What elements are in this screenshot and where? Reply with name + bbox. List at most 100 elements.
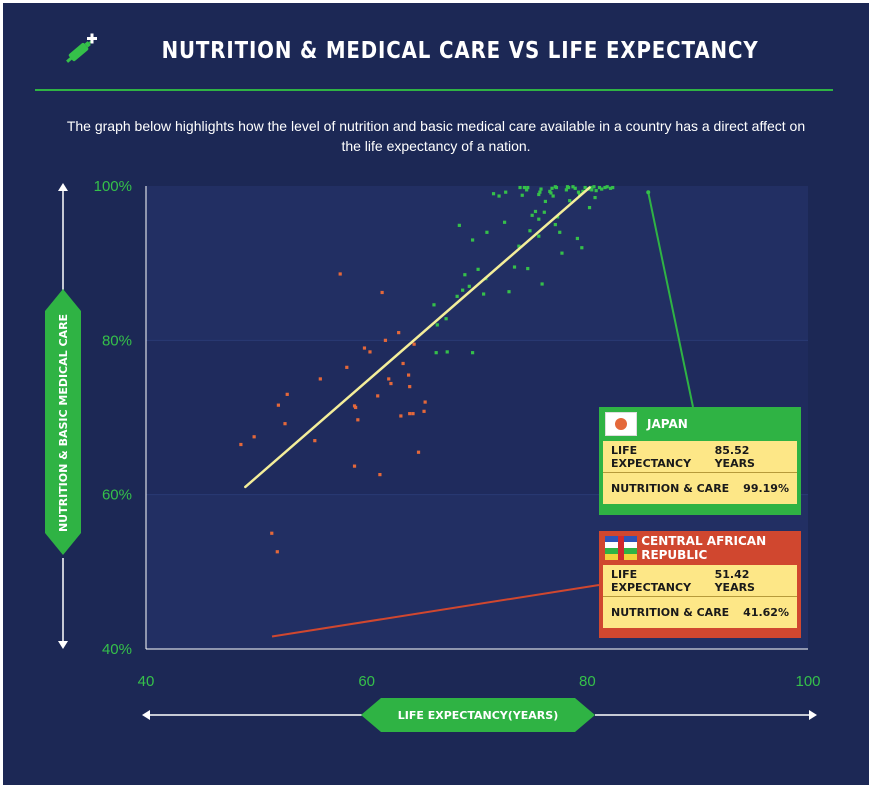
data-point <box>399 414 403 418</box>
data-point <box>252 435 256 439</box>
data-point <box>285 392 289 396</box>
y-arrow-down <box>58 641 68 649</box>
data-point <box>550 186 554 190</box>
data-point <box>507 290 511 294</box>
callout-japan-header: JAPAN <box>599 407 801 441</box>
title-row: NUTRITION & MEDICAL CARE VS LIFE EXPECTA… <box>3 33 869 73</box>
callout-row: LIFE EXPECTANCY 51.42 YEARS <box>603 565 797 596</box>
data-point <box>444 317 448 321</box>
chart-subtitle: The graph below highlights how the level… <box>66 118 806 154</box>
data-point <box>389 381 393 386</box>
data-point <box>445 350 449 354</box>
x-axis-label-group: LIFE EXPECTANCY(YEARS) <box>142 698 817 732</box>
callout-japan: JAPAN LIFE EXPECTANCY 85.52 YEARS NUTRIT… <box>599 407 801 515</box>
data-point <box>526 185 530 190</box>
callout-car-header: CENTRAL AFRICAN REPUBLIC <box>599 531 801 565</box>
data-point <box>378 473 382 477</box>
data-point <box>528 229 532 233</box>
data-point <box>435 323 439 327</box>
data-point <box>455 294 459 298</box>
x-tick-label: 60 <box>358 673 375 690</box>
x-arrow-left <box>142 710 150 720</box>
data-point <box>578 192 582 197</box>
callout-car-body: LIFE EXPECTANCY 51.42 YEARS NUTRITION & … <box>603 565 797 628</box>
data-point <box>345 365 349 369</box>
data-point <box>540 282 544 286</box>
data-point <box>387 377 391 381</box>
callout-car: CENTRAL AFRICAN REPUBLIC LIFE EXPECTANCY… <box>599 531 801 638</box>
x-tick-label: 80 <box>579 673 596 690</box>
row-value: 85.52 YEARS <box>714 443 755 470</box>
data-point <box>538 190 542 194</box>
data-point <box>533 209 538 214</box>
chart-title: NUTRITION & MEDICAL CARE VS LIFE EXPECTA… <box>161 37 759 64</box>
x-axis-label: LIFE EXPECTANCY(YEARS) <box>398 709 558 722</box>
data-point <box>422 409 426 413</box>
row-label: NUTRITION & CARE <box>611 482 730 495</box>
data-point <box>412 342 416 346</box>
data-point <box>517 244 521 248</box>
row-value: 41.62% <box>743 606 789 619</box>
y-axis-label: NUTRITION & BASIC MEDICAL CARE <box>57 314 70 532</box>
data-point <box>543 199 548 204</box>
callout-japan-country: JAPAN <box>647 417 688 431</box>
data-point <box>362 346 367 350</box>
data-point <box>467 284 471 288</box>
data-point <box>554 185 559 190</box>
data-point <box>518 185 522 190</box>
data-point <box>318 377 322 381</box>
title-divider <box>35 89 833 91</box>
row-value: 99.19% <box>743 482 789 495</box>
data-point <box>457 223 461 227</box>
data-point <box>587 206 592 210</box>
data-point <box>537 192 541 197</box>
callout-leaders <box>271 190 694 638</box>
data-point <box>539 187 543 191</box>
y-arrow-up <box>58 183 68 191</box>
data-point <box>376 394 380 398</box>
data-point <box>565 185 570 189</box>
data-point <box>564 188 568 192</box>
axes <box>145 186 808 650</box>
data-point <box>423 400 427 404</box>
x-tick-label: 40 <box>138 673 155 690</box>
data-point <box>530 213 534 217</box>
y-axis-label-group: NUTRITION & BASIC MEDICAL CARE <box>45 183 81 649</box>
data-point <box>558 230 562 234</box>
data-point <box>338 272 342 276</box>
trendline <box>244 186 591 489</box>
data-point <box>354 405 358 410</box>
data-point <box>356 418 360 422</box>
callout-japan-leader <box>647 192 694 408</box>
data-point <box>408 412 412 416</box>
trendline-line <box>244 186 591 489</box>
data-point <box>611 185 615 190</box>
callout-row: LIFE EXPECTANCY 85.52 YEARS <box>603 441 797 472</box>
data-point <box>573 186 577 190</box>
data-point <box>537 234 541 238</box>
syringe-plus-icon <box>65 33 99 68</box>
callout-japan-point <box>646 190 651 195</box>
data-point <box>571 185 575 189</box>
y-tick-label: 80% <box>102 332 132 349</box>
car-flag-icon <box>605 536 637 560</box>
grid-band <box>146 186 808 341</box>
y-tick-label: 40% <box>102 641 132 658</box>
data-point <box>502 220 507 224</box>
data-point <box>560 251 564 255</box>
data-point <box>275 550 279 554</box>
data-point <box>526 266 530 271</box>
data-point <box>476 267 480 271</box>
y-tick-label: 60% <box>102 487 132 504</box>
callout-row: NUTRITION & CARE 99.19% <box>603 472 797 504</box>
data-point <box>283 422 287 426</box>
data-point <box>485 230 489 234</box>
data-point <box>470 351 475 355</box>
data-point <box>568 199 572 203</box>
row-label: LIFE EXPECTANCY <box>611 443 692 470</box>
data-point <box>432 303 436 307</box>
data-point <box>608 186 613 190</box>
data-point <box>525 188 529 192</box>
y-tick-label: 100% <box>94 178 132 195</box>
callout-row: NUTRITION & CARE 41.62% <box>603 596 797 628</box>
